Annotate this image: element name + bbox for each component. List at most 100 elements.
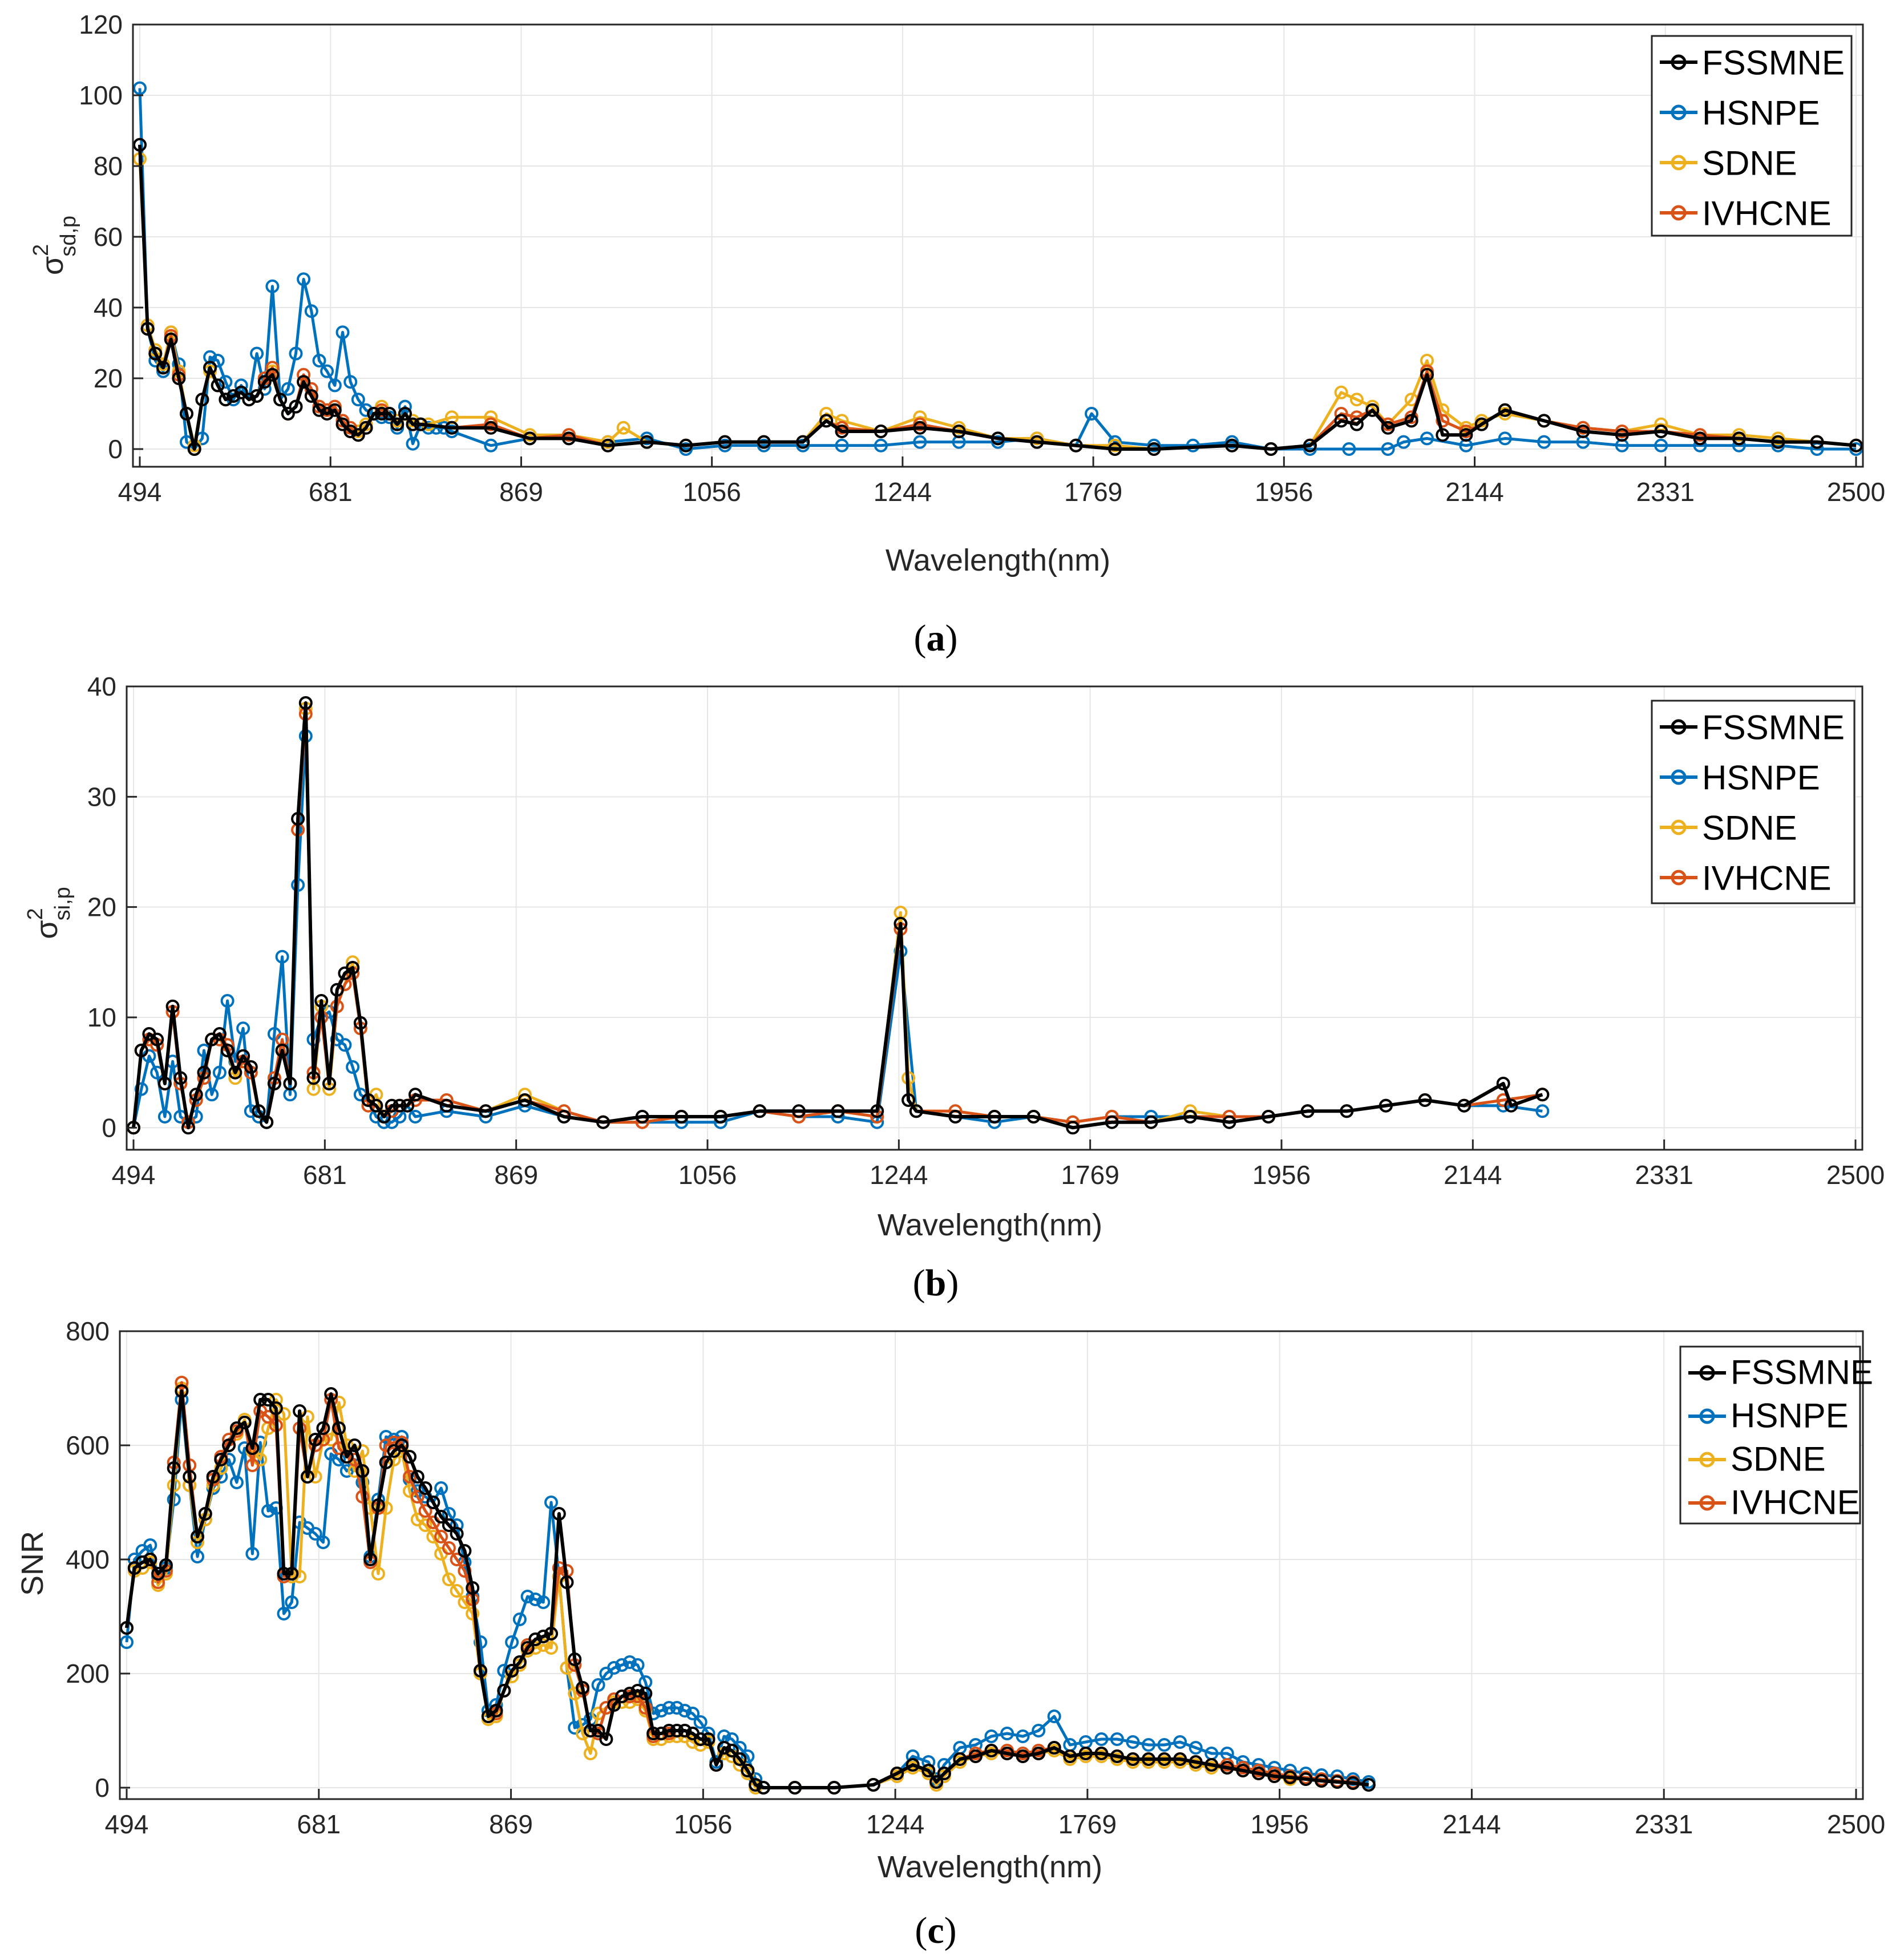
- data-point-hsnpe: [544, 1496, 558, 1509]
- data-point-sdne: [426, 1530, 440, 1543]
- data-point-fssmne: [291, 812, 305, 826]
- data-point-hsnpe: [686, 1707, 700, 1720]
- data-point-fssmne: [1188, 1755, 1203, 1769]
- data-point-fssmne: [678, 1724, 692, 1737]
- data-point-hsnpe: [219, 375, 233, 389]
- data-point-hsnpe: [297, 272, 311, 286]
- data-point-fssmne: [120, 1621, 134, 1635]
- data-point-fssmne: [369, 1098, 383, 1113]
- data-point-fssmne: [406, 417, 420, 431]
- data-point-fssmne: [355, 1464, 370, 1478]
- data-point-fssmne: [1299, 1772, 1313, 1786]
- data-point-fssmne: [827, 1781, 841, 1795]
- legend-swatch-marker: [1699, 1452, 1715, 1468]
- data-point-hsnpe: [346, 1060, 360, 1074]
- y-axis-label-sub-a: sd,p: [56, 216, 80, 257]
- x-tick-label: 869: [499, 477, 543, 507]
- data-point-fssmne: [654, 1727, 668, 1740]
- data-point-fssmne: [359, 421, 373, 435]
- data-point-hsnpe: [484, 438, 498, 452]
- data-point-fssmne: [219, 393, 233, 407]
- y-axis-label-base-a: σ: [35, 256, 70, 275]
- data-point-fssmne: [328, 403, 342, 417]
- data-point-ivhcne: [442, 1541, 456, 1555]
- data-point-fssmne: [1094, 1747, 1109, 1760]
- data-point-fssmne: [167, 1461, 181, 1475]
- x-tick-label: 1956: [1250, 1809, 1308, 1839]
- data-point-fssmne: [300, 1470, 314, 1484]
- data-point-fssmne: [156, 361, 170, 375]
- data-point-hsnpe: [1498, 431, 1512, 446]
- data-point-fssmne: [261, 1393, 275, 1407]
- x-tick-label: 494: [118, 477, 162, 507]
- data-point-fssmne: [275, 1044, 289, 1057]
- data-point-hsnpe: [662, 1701, 676, 1715]
- x-tick-label: 1769: [1064, 477, 1122, 507]
- data-point-sdne: [1349, 393, 1364, 407]
- data-point-fssmne: [717, 1741, 731, 1755]
- data-point-fssmne: [281, 407, 295, 421]
- data-point-fssmne: [1496, 1077, 1510, 1090]
- x-tick-label: 494: [112, 1160, 156, 1190]
- data-point-hsnpe: [835, 438, 849, 452]
- x-tick-label: 2331: [1635, 1809, 1693, 1839]
- data-point-fssmne: [236, 1049, 250, 1063]
- data-point-fssmne: [1576, 425, 1590, 438]
- data-point-fssmne: [134, 1044, 148, 1057]
- data-point-hsnpe: [289, 346, 303, 361]
- legend-label-hsnpe: HSNPE: [1702, 94, 1820, 132]
- data-point-fssmne: [183, 1470, 197, 1484]
- data-point-fssmne: [1236, 1764, 1250, 1777]
- data-point-sdne: [442, 1573, 456, 1586]
- data-point-fssmne: [273, 393, 288, 407]
- x-tick-label: 681: [309, 477, 353, 507]
- x-axis-label-a: Wavelength(nm): [886, 543, 1110, 577]
- data-point-fssmne: [187, 442, 201, 456]
- data-point-fssmne: [206, 1470, 220, 1484]
- data-point-ivhcne: [261, 1410, 275, 1424]
- data-point-fssmne: [324, 1387, 338, 1401]
- data-point-fssmne: [306, 1071, 321, 1085]
- data-point-fssmne: [552, 1507, 566, 1521]
- data-point-sdne: [616, 421, 630, 435]
- data-point-fssmne: [713, 1110, 727, 1124]
- data-point-fssmne: [265, 367, 280, 382]
- data-point-fssmne: [741, 1764, 755, 1777]
- data-point-fssmne: [322, 1077, 336, 1090]
- data-point-fssmne: [753, 1104, 767, 1118]
- data-point-fssmne: [304, 389, 318, 403]
- data-point-hsnpe: [1032, 1724, 1046, 1737]
- data-point-fssmne: [968, 1749, 983, 1763]
- data-point-hsnpe: [338, 1038, 352, 1052]
- data-point-fssmne: [518, 1093, 532, 1107]
- data-point-fssmne: [347, 1438, 362, 1452]
- series-line-hsnpe: [125, 1398, 1369, 1789]
- data-point-fssmne: [140, 322, 155, 336]
- data-point-hsnpe: [1126, 1735, 1140, 1749]
- data-point-fssmne: [320, 407, 334, 421]
- data-point-fssmne: [1459, 428, 1473, 442]
- data-point-fssmne: [596, 1115, 611, 1129]
- y-axis-label-sup-b: 2: [23, 908, 47, 920]
- legend-swatch-marker: [1671, 769, 1687, 785]
- data-point-hsnpe: [316, 1535, 330, 1549]
- data-point-hsnpe: [328, 378, 342, 393]
- data-point-hsnpe: [607, 1661, 621, 1675]
- data-point-fssmne: [393, 1098, 407, 1113]
- data-point-hsnpe: [236, 1021, 250, 1036]
- legend-a: FSSMNE HSNPE SDNE IVHCNE: [1651, 35, 1853, 237]
- data-point-fssmne: [991, 431, 1005, 446]
- data-point-fssmne: [622, 1687, 637, 1700]
- data-point-ivhcne: [175, 1376, 189, 1389]
- data-point-fssmne: [371, 1498, 385, 1512]
- data-point-fssmne: [269, 1401, 283, 1415]
- data-point-fssmne: [289, 399, 303, 414]
- data-point-hsnpe: [984, 1729, 998, 1743]
- data-point-hsnpe: [211, 354, 225, 367]
- data-point-fssmne: [520, 1641, 535, 1655]
- data-point-fssmne: [953, 1752, 967, 1766]
- data-point-hsnpe: [312, 354, 326, 367]
- caption-c: (c): [915, 1910, 956, 1951]
- data-point-fssmne: [674, 1110, 689, 1124]
